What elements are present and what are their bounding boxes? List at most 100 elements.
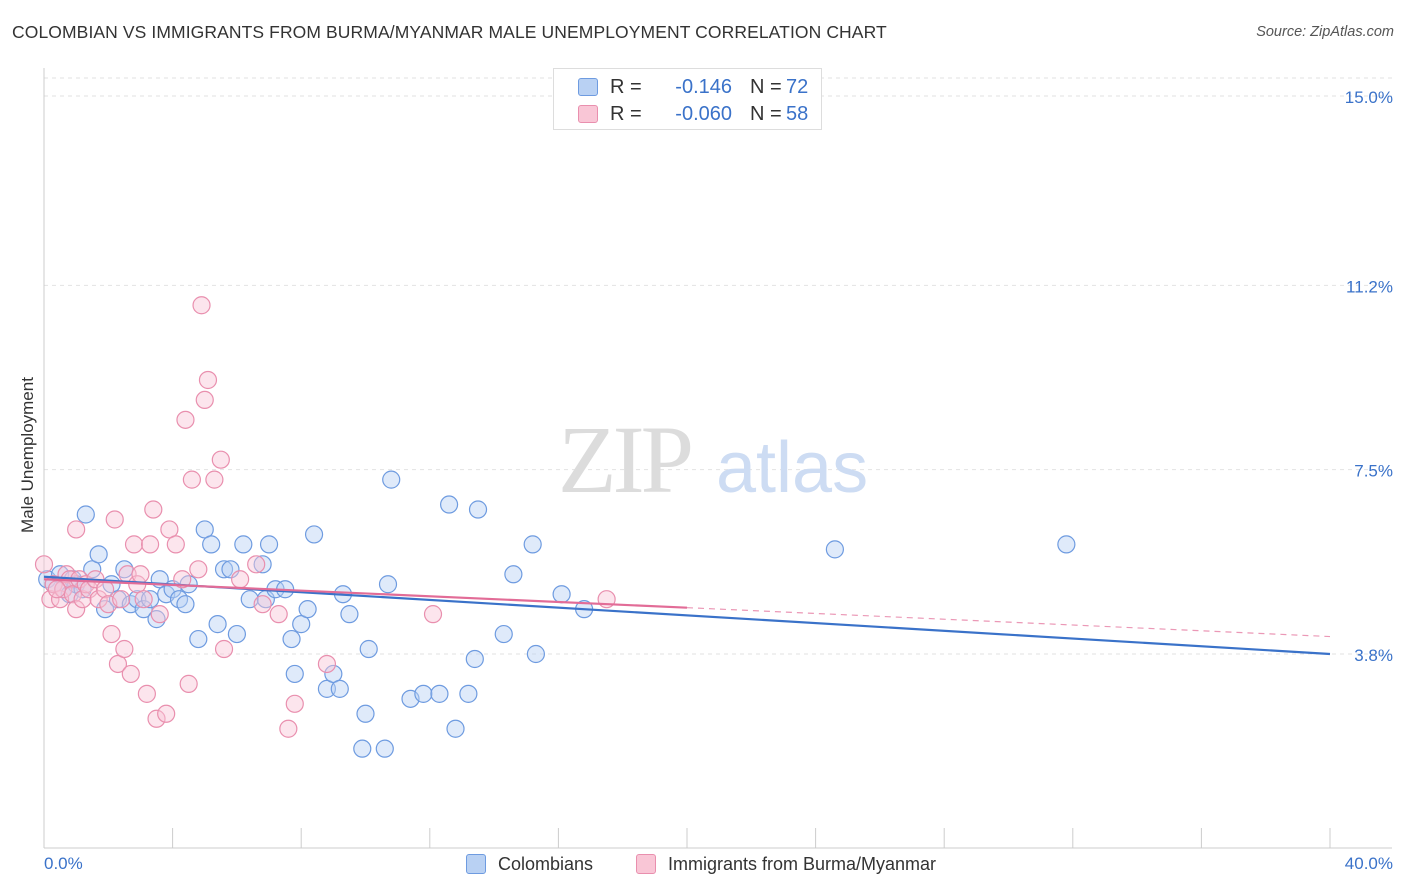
data-point [446, 719, 465, 738]
data-point [76, 505, 95, 524]
data-point [430, 684, 449, 703]
legend-r-label: R = [610, 102, 642, 125]
x-tick-labels: 0.0% 40.0% [44, 854, 1393, 873]
data-point [234, 535, 253, 554]
data-point [147, 610, 166, 629]
data-point [150, 605, 169, 624]
data-point [140, 535, 160, 554]
data-point [105, 510, 124, 529]
data-point [282, 629, 301, 649]
data-point [102, 624, 121, 644]
data-point [414, 684, 433, 703]
data-point [825, 540, 844, 559]
data-point [317, 679, 337, 698]
data-point [468, 500, 488, 519]
data-point [259, 535, 279, 554]
data-point [189, 560, 208, 579]
y-tick-label: 7.5% [1354, 462, 1393, 481]
data-point [157, 704, 176, 723]
bottom-legend-label: Colombians [498, 853, 594, 874]
data-point [504, 565, 523, 584]
data-point [214, 639, 234, 659]
colombians-points [38, 470, 1076, 758]
y-tick-label: 15.0% [1345, 88, 1393, 107]
trend-lines [43, 575, 1331, 656]
data-point [378, 575, 398, 594]
data-point [279, 719, 298, 738]
bottom-legend-burma: Immigrants from Burma/Myanmar [636, 852, 936, 876]
burma-points [34, 296, 616, 738]
data-point [317, 654, 337, 674]
data-point [208, 615, 227, 634]
data-point [552, 585, 571, 604]
data-point [137, 684, 156, 703]
data-point [359, 639, 378, 659]
data-point [34, 555, 54, 574]
legend-swatch-colombians [578, 78, 598, 96]
data-point [108, 654, 128, 674]
data-point [494, 624, 513, 644]
data-point [340, 605, 359, 624]
data-point [198, 370, 218, 390]
data-point [324, 664, 343, 684]
data-point [375, 739, 394, 758]
data-point [439, 495, 459, 514]
x-tick-label: 40.0% [1345, 854, 1393, 873]
data-point [285, 694, 304, 713]
data-point [526, 644, 545, 664]
data-point [121, 664, 140, 684]
legend-n-value: 72 [786, 75, 809, 98]
bottom-swatch-colombians [466, 854, 486, 874]
legend-swatch-burma [578, 105, 598, 123]
data-point [253, 555, 272, 574]
y-tick-label: 11.2% [1346, 277, 1393, 296]
watermark-atlas: atlas [716, 428, 868, 508]
data-point [147, 709, 166, 728]
data-point [269, 605, 288, 624]
data-point [195, 520, 214, 539]
bottom-swatch-burma [636, 854, 656, 874]
legend-n-label: N = [750, 75, 782, 98]
data-point [179, 674, 198, 693]
data-point [195, 390, 214, 410]
burma-trend-line [43, 578, 688, 609]
data-point [160, 520, 179, 539]
data-point [176, 595, 195, 614]
legend-row-colombians: R = -0.146 N = 72 [578, 76, 808, 98]
legend-r-label: R = [610, 75, 642, 98]
data-point [292, 615, 311, 634]
data-point [89, 545, 108, 564]
legend-n-label: N = [750, 102, 782, 125]
data-point [1057, 535, 1076, 554]
y-tick-labels: 3.8% 7.5% 11.2% 15.0% [1345, 88, 1393, 665]
data-point [423, 605, 443, 624]
data-point [95, 600, 115, 619]
data-point [214, 560, 234, 579]
data-point [47, 580, 66, 599]
watermark-zip: ZIP [558, 406, 691, 513]
chart-title: COLOMBIAN VS IMMIGRANTS FROM BURMA/MYANM… [12, 22, 887, 42]
data-point [205, 470, 224, 489]
data-point [353, 739, 372, 758]
grid-lines [44, 77, 1392, 655]
data-point [41, 590, 60, 609]
data-point [382, 470, 401, 489]
data-point [182, 470, 201, 489]
data-point [285, 664, 304, 684]
data-point [211, 450, 230, 469]
bottom-legend-label: Immigrants from Burma/Myanmar [668, 853, 937, 874]
data-point [227, 624, 246, 644]
legend-r-value: -0.146 [675, 75, 732, 98]
data-point [144, 500, 163, 519]
data-point [356, 704, 375, 723]
data-point [67, 600, 86, 619]
data-point [67, 520, 86, 539]
bottom-legend-colombians: Colombians [466, 852, 593, 876]
data-point [166, 535, 185, 554]
watermark: ZIP atlas [558, 406, 868, 513]
source-credit: Source: ZipAtlas.com [1256, 24, 1394, 40]
data-point [298, 600, 317, 619]
data-point [523, 535, 542, 554]
data-point [134, 590, 153, 609]
data-point [221, 560, 240, 579]
